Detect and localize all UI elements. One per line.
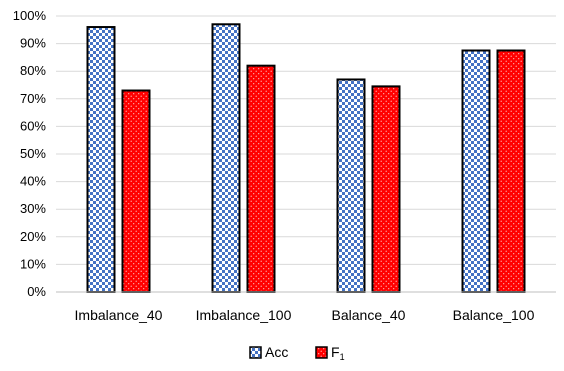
- bar-acc-imbalance_100: [211, 23, 241, 294]
- bar-f1-imbalance_40: [121, 89, 151, 293]
- x-tick-label: Imbalance_40: [75, 307, 163, 323]
- bar-f1-imbalance_100: [246, 64, 276, 294]
- legend-label-f1: F1: [331, 344, 345, 362]
- y-tick-label: 90%: [20, 36, 46, 51]
- x-tick-label: Imbalance_100: [196, 307, 292, 323]
- legend: Acc F1: [249, 344, 345, 362]
- y-tick-label: 20%: [20, 229, 46, 244]
- y-tick-label: 10%: [20, 256, 46, 271]
- y-axis-tick-labels: 0% 10% 20% 30% 40% 50% 60% 70% 80% 90% 100%: [13, 8, 47, 299]
- legend-swatch-f1: [315, 346, 328, 359]
- x-axis-tick-labels: Imbalance_40 Imbalance_100 Balance_40 Balan…: [75, 307, 535, 323]
- bars: [86, 23, 526, 294]
- y-tick-label: 60%: [20, 118, 46, 133]
- y-tick-label: 40%: [20, 174, 46, 189]
- bar-f1-balance_40: [371, 85, 401, 293]
- bar-acc-balance_40: [336, 78, 366, 294]
- y-tick-label: 70%: [20, 91, 46, 106]
- y-tick-label: 0%: [27, 284, 46, 299]
- bar-acc-balance_100: [461, 49, 491, 293]
- legend-swatch-acc: [249, 346, 262, 359]
- y-tick-label: 50%: [20, 146, 46, 161]
- bar-f1-balance_100: [496, 49, 526, 293]
- y-tick-label: 100%: [13, 8, 47, 23]
- legend-label-acc: Acc: [265, 344, 288, 360]
- x-tick-label: Balance_100: [453, 307, 535, 323]
- bar-acc-imbalance_40: [86, 26, 116, 293]
- x-tick-label: Balance_40: [332, 307, 406, 323]
- y-tick-label: 30%: [20, 201, 46, 216]
- y-tick-label: 80%: [20, 63, 46, 78]
